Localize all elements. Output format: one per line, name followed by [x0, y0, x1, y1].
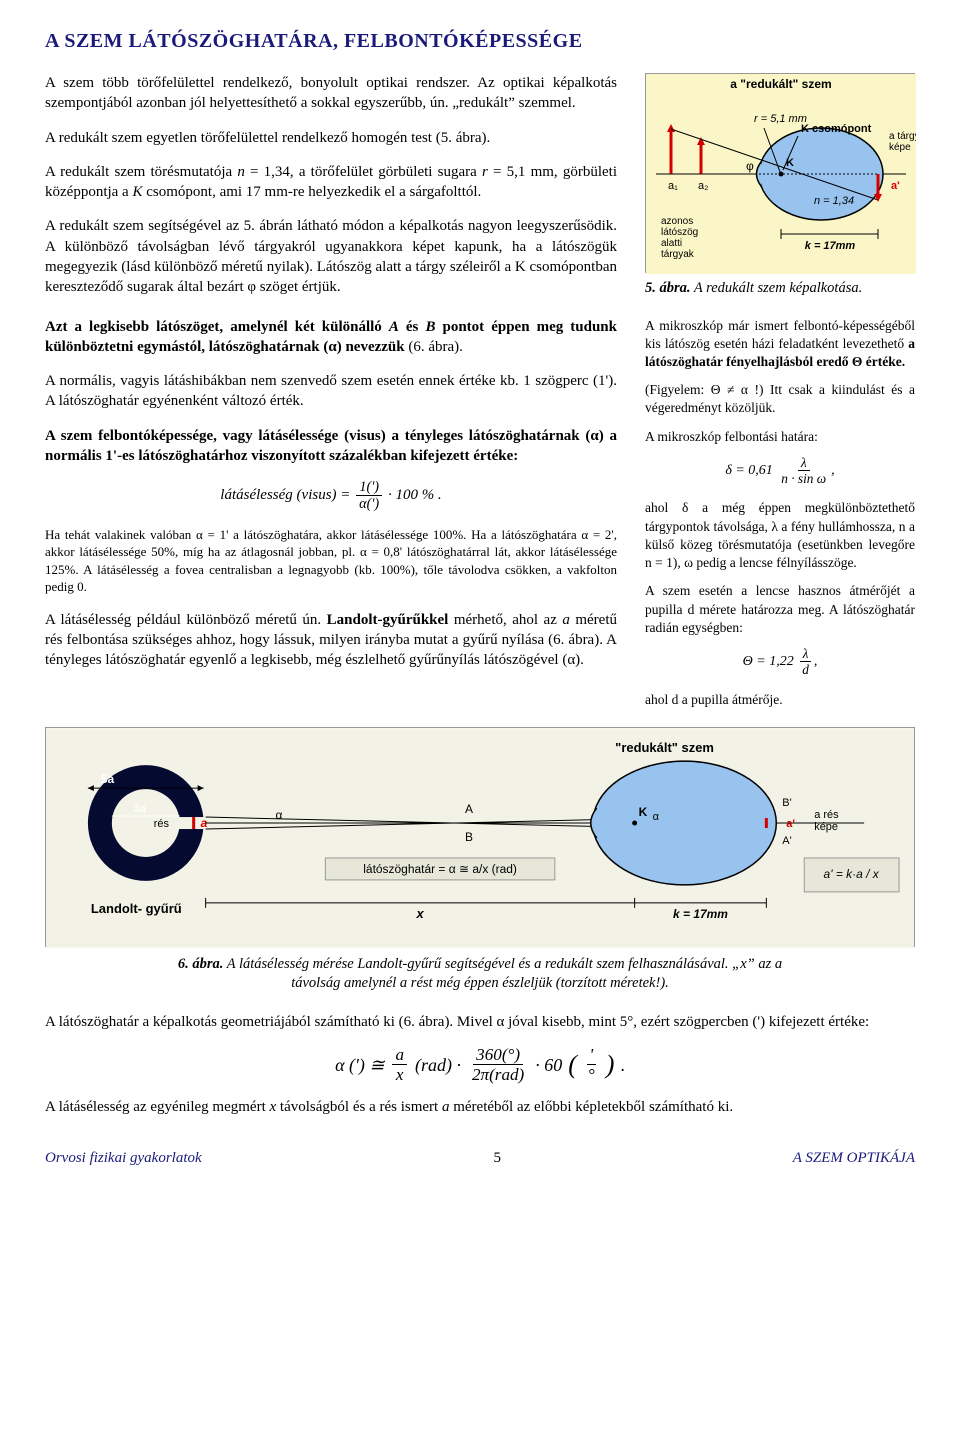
svg-text:3a: 3a: [134, 803, 147, 815]
para-5: Azt a legkisebb látószöget, amelynél két…: [45, 317, 617, 358]
formula-visus: látásélesség (visus) = 1(') α(') · 100 %…: [45, 480, 617, 512]
svg-text:"redukált" szem: "redukált" szem: [615, 740, 714, 755]
page-title: A SZEM LÁTÓSZÖGHATÁRA, FELBONTÓKÉPESSÉGE: [45, 28, 915, 55]
para-7: A szem felbontóképessége, vagy látáséles…: [45, 426, 617, 467]
svg-text:a' = k·a / x: a' = k·a / x: [824, 867, 880, 881]
page-footer: Orvosi fizikai gyakorlatok 5 A SZEM OPTI…: [45, 1148, 915, 1168]
svg-text:φ: φ: [746, 159, 754, 173]
para-2: A redukált szem egyetlen törőfelülettel …: [45, 128, 617, 148]
formula-alpha: α (') ≅ a x (rad) · 360(°) 2π(rad) · 60 …: [45, 1046, 915, 1083]
section-mid: Azt a legkisebb látószöget, amelynél két…: [45, 317, 915, 719]
para-8: Ha tehát valakinek valóban α = 1' a látó…: [45, 526, 617, 596]
footer-left: Orvosi fizikai gyakorlatok: [45, 1148, 202, 1168]
svg-text:a': a': [891, 180, 900, 192]
svg-text:B': B': [782, 797, 791, 809]
svg-text:K: K: [639, 805, 648, 819]
para-3: A redukált szem törésmutatója n = 1,34, …: [45, 162, 617, 203]
svg-text:Landolt- gyűrű: Landolt- gyűrű: [91, 901, 182, 916]
footer-right: A SZEM OPTIKÁJA: [793, 1148, 915, 1168]
figure-6-caption: 6. ábra. A látásélesség mérése Landolt-g…: [160, 955, 800, 994]
svg-text:rés: rés: [154, 818, 170, 830]
svg-text:K csomópont: K csomópont: [801, 123, 872, 135]
svg-text:α: α: [275, 808, 282, 822]
para-4: A redukált szem segítségével az 5. ábrán…: [45, 216, 617, 297]
footer-page-number: 5: [493, 1148, 501, 1168]
figure-5-caption: 5. ábra. A redukált szem képalkotása.: [645, 279, 915, 299]
para-11: A látásélesség az egyénileg megmért x tá…: [45, 1097, 915, 1117]
svg-text:r = 5,1 mm: r = 5,1 mm: [754, 113, 807, 125]
section-intro: A szem több törőfelülettel rendelkező, b…: [45, 73, 915, 313]
svg-text:A: A: [465, 802, 473, 816]
svg-text:5a: 5a: [101, 772, 115, 786]
text: A redukált szem törésmutatója: [45, 164, 237, 180]
svg-text:K: K: [786, 157, 794, 169]
text: csomópont, ami 17 mm-re helyezkedik el a…: [142, 184, 481, 200]
para-6: A normális, vagyis látáshibákban nem sze…: [45, 371, 617, 412]
svg-text:A': A': [782, 835, 791, 847]
sidebar-box: A mikroszkóp már ismert felbontó-képessé…: [645, 317, 915, 719]
svg-text:x: x: [416, 906, 425, 921]
svg-text:a₂: a₂: [698, 180, 708, 192]
svg-text:k = 17mm: k = 17mm: [805, 240, 856, 252]
svg-text:k = 17mm: k = 17mm: [673, 907, 728, 921]
svg-text:látószöghatár = α ≅ a/x (rad): látószöghatár = α ≅ a/x (rad): [363, 862, 517, 876]
para-10: A látószöghatár a képalkotás geometriájá…: [45, 1012, 915, 1032]
para-1: A szem több törőfelülettel rendelkező, b…: [45, 73, 617, 114]
svg-text:a résképe: a résképe: [814, 809, 839, 833]
svg-text:a': a': [786, 818, 795, 830]
text: = 1,34, a törőfelület görbületi sugara: [245, 164, 482, 180]
figure-5: a "redukált" szem a₁ a₂ K: [645, 73, 915, 273]
figure-6: 5a 3a rés a Landolt- gyűrű α A B "reduká…: [45, 727, 915, 947]
svg-text:α: α: [653, 811, 660, 823]
fig5-title: a "redukált" szem: [730, 77, 831, 91]
svg-text:n = 1,34: n = 1,34: [814, 195, 854, 207]
para-9: A látásélesség például különböző méretű …: [45, 610, 617, 671]
svg-text:B: B: [465, 830, 473, 844]
svg-text:a₁: a₁: [668, 180, 678, 192]
